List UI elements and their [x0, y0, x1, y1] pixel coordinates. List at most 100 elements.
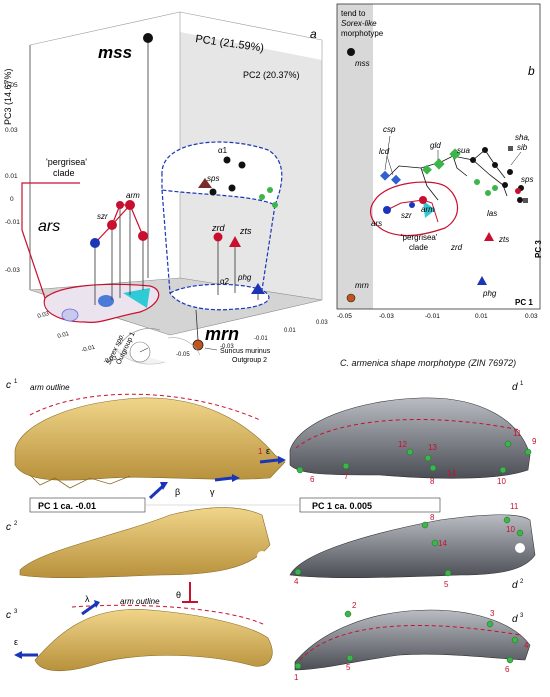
svg-text:-0.01: -0.01 [254, 336, 268, 342]
svg-text:szr: szr [97, 212, 108, 221]
svg-text:'pergrisea': 'pergrisea' [46, 157, 87, 167]
svg-text:clade: clade [409, 243, 429, 252]
svg-text:clade: clade [53, 168, 75, 178]
svg-text:11: 11 [513, 429, 522, 438]
svg-text:1: 1 [258, 447, 263, 456]
panel-a-3d-plot: 0.05 0.03 0.01 0 -0.01 -0.03 0.03 0.01 -… [3, 11, 328, 365]
svg-text:0: 0 [10, 196, 14, 203]
svg-text:8: 8 [430, 477, 435, 486]
pc3-axis-title: PC3 (14.67%) [3, 68, 13, 125]
mss-marker [143, 33, 153, 43]
zrd-marker [213, 232, 223, 242]
svg-text:9: 9 [532, 437, 537, 446]
svg-text:las: las [487, 209, 497, 218]
panel-a-letter: a [310, 27, 317, 41]
svg-text:β: β [175, 487, 180, 497]
ars-marker [90, 238, 100, 248]
svg-text:1: 1 [520, 381, 524, 387]
sps-marker [198, 178, 212, 188]
mrn-marker [192, 339, 204, 351]
svg-text:11: 11 [510, 502, 519, 511]
svg-text:c: c [6, 380, 11, 391]
svg-text:arm: arm [126, 191, 140, 200]
svg-text:phg: phg [237, 273, 252, 282]
svg-text:PC 1 ca. 0.005: PC 1 ca. 0.005 [312, 501, 372, 511]
pc2-axis-title: PC2 (20.37%) [243, 70, 300, 80]
svg-text:0.01: 0.01 [57, 331, 70, 340]
d2-skull [289, 514, 536, 579]
morphotype-title: C. armenica shape morphotype (ZIN 76972) [340, 358, 517, 368]
pc1-label: PC 1 [515, 298, 533, 307]
svg-text:4: 4 [294, 577, 299, 586]
svg-text:α1: α1 [218, 146, 228, 155]
svg-text:0.03: 0.03 [316, 320, 328, 326]
svg-text:mrn: mrn [355, 281, 369, 290]
svg-text:12: 12 [398, 440, 407, 449]
svg-text:szr: szr [401, 211, 412, 220]
sorex-band [337, 4, 373, 309]
zts-marker [229, 236, 241, 247]
svg-text:6: 6 [310, 475, 315, 484]
svg-text:d: d [512, 382, 518, 393]
svg-text:Suncus murinus: Suncus murinus [220, 348, 271, 355]
svg-text:ε: ε [14, 637, 18, 647]
svg-text:Outgroup 2: Outgroup 2 [232, 357, 267, 364]
svg-text:arm outline: arm outline [120, 597, 160, 606]
svg-text:3: 3 [520, 613, 524, 619]
svg-text:PC 1 ca. -0.01: PC 1 ca. -0.01 [38, 501, 96, 511]
svg-text:0.01: 0.01 [284, 328, 296, 334]
svg-text:2: 2 [352, 601, 357, 610]
svg-text:gld: gld [430, 141, 441, 150]
svg-text:-0.01: -0.01 [425, 313, 440, 320]
svg-text:3: 3 [490, 609, 495, 618]
panel-cd-skulls: c 1 arm outline 1 ε β γ PC 1 ca. -0.01 P… [6, 379, 537, 682]
svg-text:14: 14 [447, 469, 456, 478]
svg-text:b: b [528, 64, 535, 78]
svg-text:c: c [6, 610, 11, 621]
svg-text:sps: sps [521, 175, 533, 184]
svg-text:10: 10 [506, 525, 515, 534]
svg-text:mss: mss [98, 43, 132, 62]
svg-text:tend to: tend to [341, 9, 366, 18]
svg-text:1: 1 [294, 673, 299, 682]
svg-text:γ: γ [210, 487, 215, 497]
svg-text:d: d [512, 580, 518, 591]
svg-text:0.03: 0.03 [525, 313, 538, 320]
svg-text:4: 4 [524, 641, 529, 650]
c1-skull [14, 397, 286, 481]
svg-text:0.05: 0.05 [5, 82, 18, 89]
svg-text:-0.03: -0.03 [103, 355, 118, 365]
svg-text:zts: zts [498, 235, 509, 244]
svg-text:6: 6 [505, 665, 510, 674]
svg-text:λ: λ [85, 594, 90, 604]
svg-text:2: 2 [520, 579, 524, 585]
floor-alpha2-region [169, 283, 270, 311]
svg-text:ars: ars [38, 218, 60, 235]
d1-skull [289, 397, 531, 479]
svg-text:c: c [6, 522, 11, 533]
svg-text:mrn: mrn [205, 324, 239, 344]
svg-text:d: d [512, 614, 518, 625]
svg-text:-0.03: -0.03 [379, 313, 394, 320]
svg-text:-0.03: -0.03 [5, 267, 20, 274]
svg-text:ε: ε [266, 446, 270, 456]
svg-text:θ: θ [176, 590, 181, 600]
svg-text:Sorex-like: Sorex-like [341, 19, 377, 28]
svg-text:zrd: zrd [450, 243, 463, 252]
c2-skull [19, 507, 271, 579]
svg-text:sha,: sha, [515, 133, 530, 142]
svg-text:10: 10 [497, 477, 506, 486]
svg-text:'pergrisea': 'pergrisea' [401, 233, 438, 242]
d3-skull [294, 609, 531, 671]
svg-text:sib: sib [517, 143, 528, 152]
c3-skull [34, 609, 273, 672]
svg-text:-0.05: -0.05 [337, 313, 352, 320]
svg-text:arm: arm [421, 205, 435, 214]
svg-text:5: 5 [346, 663, 351, 672]
svg-text:sua: sua [457, 146, 470, 155]
svg-text:zts: zts [239, 226, 252, 236]
alpha1-region [161, 141, 283, 206]
phg-marker [251, 283, 265, 294]
svg-text:3: 3 [14, 609, 18, 615]
svg-text:7: 7 [344, 472, 349, 481]
